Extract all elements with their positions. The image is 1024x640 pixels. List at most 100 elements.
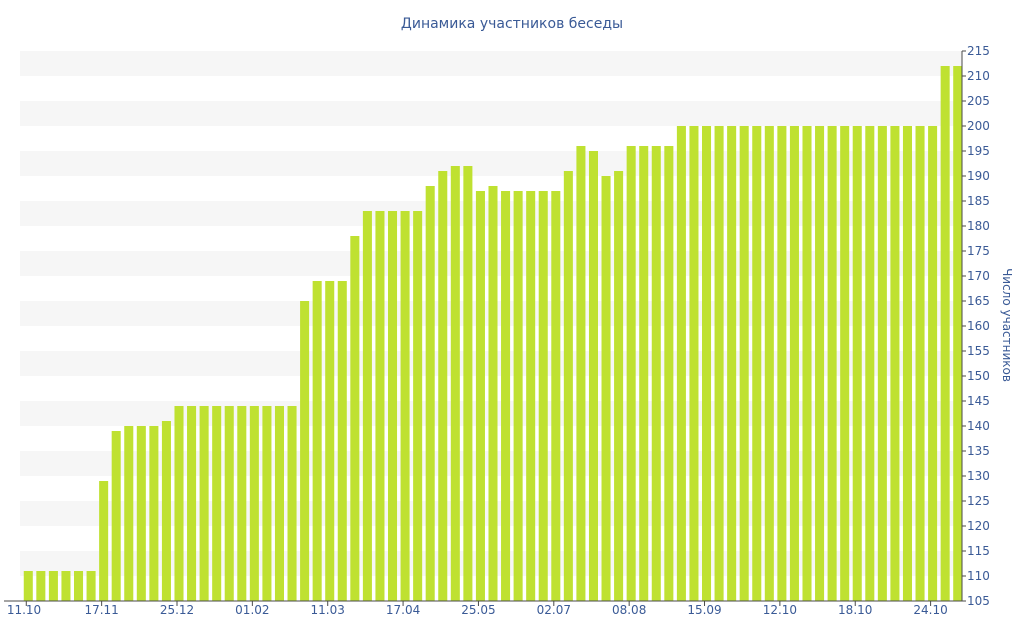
bar[interactable] [413,211,423,601]
bar[interactable] [865,126,875,601]
bar[interactable] [274,406,285,601]
bar[interactable] [124,426,134,601]
bar[interactable] [501,191,511,601]
y-tick-label: 165 [967,294,990,308]
grid-band [20,101,962,126]
bar[interactable] [526,191,536,601]
bar[interactable] [852,126,862,601]
bar[interactable] [48,571,58,601]
y-tick-label: 200 [967,119,990,133]
bar[interactable] [249,406,259,601]
bar[interactable] [764,126,774,601]
y-tick-label: 110 [967,569,990,583]
bar[interactable] [739,126,749,601]
bar[interactable] [877,126,887,601]
bar[interactable] [61,571,71,601]
bar[interactable] [463,166,473,601]
y-tick-label: 135 [967,444,990,458]
bar[interactable] [940,66,950,601]
y-tick-label: 155 [967,344,990,358]
bar[interactable] [827,126,837,601]
bar[interactable] [23,571,33,601]
bar[interactable] [576,146,586,601]
bar[interactable] [312,281,322,601]
bar[interactable] [350,236,360,601]
bar[interactable] [73,571,84,601]
bar[interactable] [362,211,372,601]
x-tick-label: 11.03 [311,603,345,617]
bar[interactable] [86,571,96,601]
bar[interactable] [538,191,548,601]
x-tick-label: 18.10 [838,603,872,617]
bar[interactable] [36,571,46,601]
bar[interactable] [475,191,485,601]
bar[interactable] [902,126,913,601]
bar[interactable] [727,126,737,601]
bar[interactable] [563,171,573,601]
bar[interactable] [551,191,561,601]
bar[interactable] [375,211,385,601]
bar[interactable] [701,126,712,601]
bar[interactable] [513,191,523,601]
bar[interactable] [601,176,611,601]
bar[interactable] [337,281,347,601]
bar[interactable] [136,426,146,601]
bar[interactable] [111,431,121,601]
y-tick-label: 115 [967,544,990,558]
bar[interactable] [639,146,649,601]
y-tick-label: 160 [967,319,990,333]
bar[interactable] [815,126,825,601]
bar[interactable] [953,66,963,601]
x-tick-label: 08.08 [612,603,646,617]
y-tick-label: 120 [967,519,990,533]
bar[interactable] [262,406,272,601]
bar[interactable] [287,406,297,601]
bar[interactable] [890,126,900,601]
bar[interactable] [651,146,661,601]
bar[interactable] [789,126,799,601]
bar[interactable] [224,406,234,601]
bar[interactable] [614,171,624,601]
bar[interactable] [915,126,925,601]
bar[interactable] [840,126,850,601]
bar[interactable] [676,126,686,601]
bar[interactable] [400,211,410,601]
bar[interactable] [149,426,159,601]
bar[interactable] [588,151,599,601]
bar[interactable] [752,126,762,601]
chart-title: Динамика участников беседы [401,16,623,32]
x-tick-label: 17.04 [386,603,420,617]
bar[interactable] [99,481,109,601]
bar[interactable] [425,186,435,601]
bar[interactable] [664,146,674,601]
bar[interactable] [777,126,787,601]
y-tick-label: 145 [967,394,990,408]
bar[interactable] [387,211,398,601]
x-tick-label: 11.10 [7,603,41,617]
bar[interactable] [450,166,460,601]
x-axis: 11.10 17.11 25.12 01.02 11.03 17.04 25.05 02.07… [4,600,962,617]
bar[interactable] [626,146,636,601]
y-tick-label: 175 [967,244,990,258]
bar[interactable] [300,301,310,601]
y-tick-label: 105 [967,594,990,608]
bar[interactable] [488,186,498,601]
bar[interactable] [438,171,448,601]
x-tick-label: 02.07 [537,603,571,617]
bar[interactable] [325,281,335,601]
x-tick-label: 25.05 [461,603,495,617]
bar[interactable] [187,406,197,601]
bar[interactable] [714,126,724,601]
x-tick-label: 24.10 [913,603,947,617]
bar[interactable] [689,126,699,601]
x-tick-label: 01.02 [235,603,269,617]
y-tick-label: 150 [967,369,990,383]
bar[interactable] [199,406,209,601]
bar[interactable] [802,126,812,601]
bar[interactable] [237,406,247,601]
bar[interactable] [174,406,184,601]
bar[interactable] [212,406,222,601]
bar[interactable] [161,421,171,601]
bar[interactable] [928,126,938,601]
